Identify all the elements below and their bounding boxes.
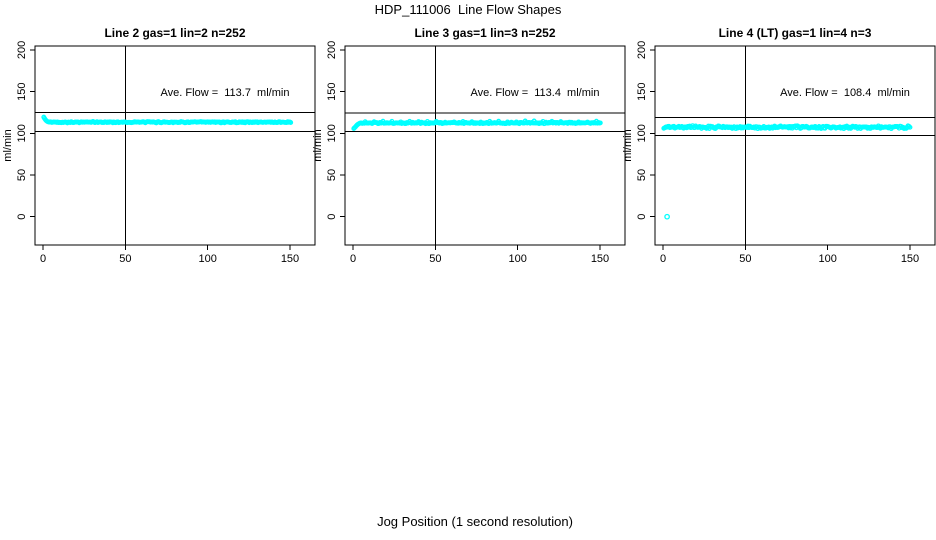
y-tick-label: 50 [636,169,648,181]
x-tick-label: 0 [40,253,46,265]
y-tick-label: 150 [326,83,338,101]
x-tick-label: 100 [198,253,216,265]
y-tick-label: 100 [636,124,648,142]
x-tick-label: 150 [901,253,919,265]
chart-main-title: HDP_111006 Line Flow Shapes [374,2,562,17]
axes [340,45,626,250]
y-tick-label: 200 [326,41,338,59]
y-tick-label: 50 [326,169,338,181]
y-tick-label: 100 [16,124,28,142]
subplot-title-line2: Line 2 gas=1 lin=2 n=252 [104,26,246,40]
y-tick-label: 0 [326,214,338,220]
y-tick-label: 100 [326,124,338,142]
subplot-2: 0 50 100 150 0 50 100 150 200 ml/min [622,41,936,265]
y-tick-label: 50 [16,169,28,181]
y-tick-label: 150 [16,83,28,101]
flow-points [41,114,294,126]
y-axis-unit-label: ml/min [312,129,324,161]
ave-flow-annotation-line3: Ave. Flow = 113.4 ml/min [470,87,600,99]
x-tick-label: 50 [119,253,131,265]
subplot-1: 0 50 100 150 0 50 100 150 200 ml/min [312,41,626,265]
axes [650,45,936,250]
x-axis-label: Jog Position (1 second resolution) [377,514,573,529]
subplot-0: 0 50 100 150 0 50 100 150 200 ml/min [2,41,316,265]
y-tick-label: 200 [16,41,28,59]
x-tick-label: 50 [739,253,751,265]
axes [30,45,316,250]
subplot-title-line4: Line 4 (LT) gas=1 lin=4 n=3 [718,26,872,40]
x-tick-label: 100 [818,253,836,265]
y-tick-label: 200 [636,41,648,59]
x-tick-label: 150 [591,253,609,265]
y-tick-label: 0 [636,214,648,220]
flow-points [661,123,913,220]
flow-points [351,118,603,131]
x-tick-label: 50 [429,253,441,265]
x-tick-label: 0 [660,253,666,265]
x-tick-label: 150 [281,253,299,265]
ave-flow-annotation-line4: Ave. Flow = 108.4 ml/min [780,87,910,99]
x-tick-label: 0 [350,253,356,265]
y-axis-unit-label: ml/min [2,129,14,161]
x-tick-label: 100 [508,253,526,265]
y-tick-label: 0 [16,214,28,220]
y-axis-unit-label: ml/min [622,129,634,161]
ave-flow-annotation-line2: Ave. Flow = 113.7 ml/min [160,87,290,99]
y-tick-label: 150 [636,83,648,101]
subplot-title-line3: Line 3 gas=1 lin=3 n=252 [414,26,556,40]
